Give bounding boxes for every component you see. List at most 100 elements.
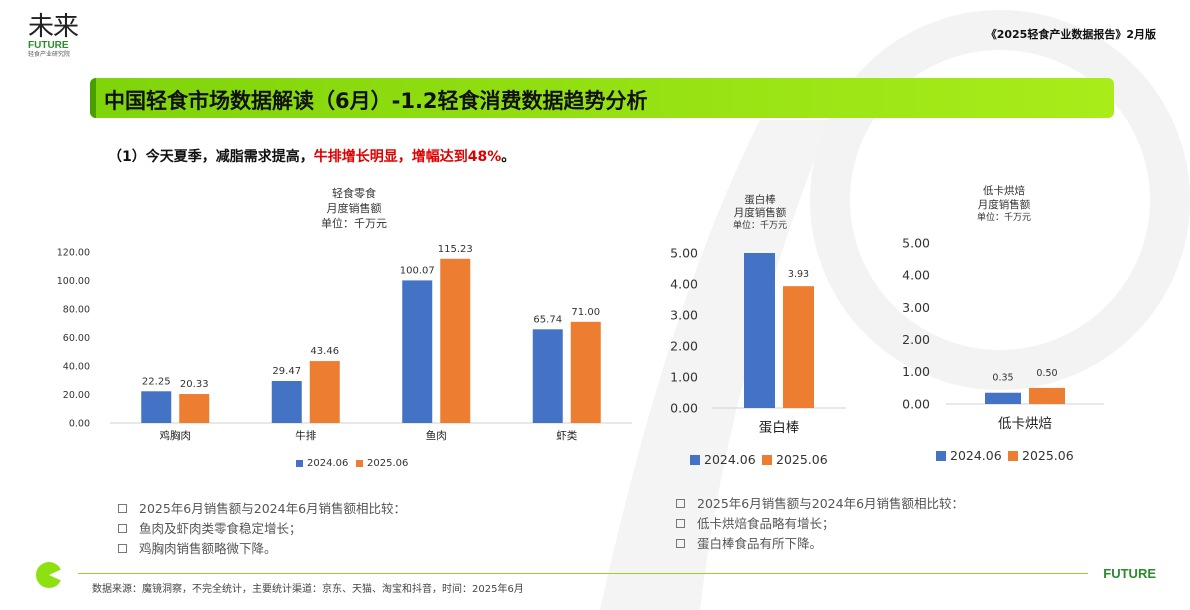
bar-2025.06	[1029, 387, 1065, 404]
bar-2024.06	[402, 280, 433, 423]
legend-label: 2024.06	[704, 452, 756, 467]
data-label: 3.93	[788, 269, 809, 280]
bar-2024.06	[532, 329, 563, 423]
bar-2024.06	[744, 253, 775, 408]
legend-swatch-2025.06	[762, 455, 772, 465]
chart-protein-bar: 0.00 1.00 2.00 3.00 4.00 5.00 3.93 蛋白棒 2024.06 20…	[670, 245, 846, 467]
y-tick-label: 5.00	[902, 235, 930, 250]
y-tick-label: 2.00	[902, 332, 930, 347]
legend-swatch-2025.06	[1008, 451, 1018, 461]
legend-label: 2024.06	[950, 448, 1002, 463]
note-right-1: 2025年6月销售额与2024年6月销售额相比较：	[676, 494, 964, 514]
bar-2024.06	[271, 381, 302, 423]
logo-sub: 轻食产业研究院	[28, 51, 71, 58]
x-category-label: 鱼肉	[426, 429, 447, 442]
logo-en: FUTURE	[28, 40, 69, 51]
title-bar-accent	[90, 78, 96, 118]
checkbox-icon	[118, 524, 127, 533]
bar-2024.06	[141, 391, 172, 423]
y-tick-label: 5.00	[670, 245, 698, 260]
note-left-1: 2025年6月销售额与2024年6月销售额相比较：	[118, 499, 406, 519]
data-label: 0.50	[1036, 368, 1057, 379]
x-category-label: 鸡胸肉	[160, 429, 192, 442]
logo-zh: 未来	[28, 12, 79, 42]
note-left-2: 鱼肉及虾肉类零食稳定增长；	[118, 519, 406, 539]
data-label: 71.00	[571, 307, 600, 318]
chart1-unit: 单位：千万元	[321, 217, 387, 230]
y-tick-label: 20.00	[63, 390, 90, 401]
chart3-title: 低卡烘焙	[983, 185, 1025, 197]
y-tick-label: 3.00	[670, 307, 698, 322]
notes-left: 2025年6月销售额与2024年6月销售额相比较： 鱼肉及虾肉类零食稳定增长； …	[118, 499, 406, 559]
chart2-subtitle: 月度销售额	[733, 207, 787, 219]
y-tick-label: 100.00	[57, 276, 90, 287]
checkbox-icon	[118, 504, 127, 513]
legend-swatch-2024.06	[690, 455, 700, 465]
chart1-title: 轻食零食	[332, 187, 376, 200]
subtitle-suffix: 。	[501, 149, 516, 165]
notes-right: 2025年6月销售额与2024年6月销售额相比较： 低卡烘焙食品略有增长； 蛋白…	[676, 494, 964, 554]
data-label: 100.07	[400, 265, 435, 276]
y-tick-label: 0.00	[69, 418, 90, 429]
bar-2025.06	[440, 258, 471, 423]
chart1-subtitle: 月度销售额	[326, 202, 382, 215]
x-category-label: 牛排	[295, 429, 316, 442]
data-label: 65.74	[533, 314, 562, 325]
x-category-label: 蛋白棒	[759, 420, 800, 436]
footer-divider	[78, 573, 1088, 574]
brand-logo: 未来 FUTURE 轻食产业研究院	[28, 14, 88, 64]
legend-label: 2025.06	[776, 452, 828, 467]
legend-swatch-2024.06	[296, 460, 303, 467]
chart-low-cal-bakery: 0.00 1.00 2.00 3.00 4.00 5.00 0.35 0.50 低卡烘焙 2024…	[902, 235, 1104, 463]
checkbox-icon	[676, 539, 685, 548]
y-tick-label: 2.00	[670, 338, 698, 353]
x-category-label: 低卡烘焙	[998, 416, 1052, 432]
legend-label: 2025.06	[367, 458, 408, 469]
y-tick-label: 3.00	[902, 300, 930, 315]
checkbox-icon	[676, 499, 685, 508]
report-tag: 《2025轻食产业数据报告》2月版	[985, 28, 1156, 41]
subtitle-prefix: （1）今天夏季，减脂需求提高，	[108, 149, 314, 165]
legend-label: 2024.06	[307, 458, 348, 469]
page-title: 中国轻食市场数据解读（6月）-1.2轻食消费数据趋势分析	[104, 89, 648, 113]
chart2-title: 蛋白棒	[744, 194, 776, 206]
data-label: 29.47	[272, 366, 301, 377]
footer-brand: FUTURE	[1103, 566, 1156, 581]
data-label: 20.33	[180, 379, 209, 390]
data-label: 43.46	[310, 346, 339, 357]
y-tick-label: 0.00	[902, 396, 930, 411]
bar-2025.06	[309, 361, 340, 423]
bar-2024.06	[985, 392, 1021, 404]
chart3-subtitle: 月度销售额	[977, 199, 1031, 211]
y-tick-label: 4.00	[902, 268, 930, 283]
subtitle-highlight: 牛排增长明显，增幅达到48%	[313, 149, 502, 165]
note-right-2: 低卡烘焙食品略有增长；	[676, 514, 964, 534]
y-tick-label: 1.00	[670, 369, 698, 384]
y-tick-label: 4.00	[670, 276, 698, 291]
corner-logo-icon	[36, 562, 64, 588]
footer-source: 数据来源：魔镜洞察，不完全统计，主要统计渠道：京东、天猫、淘宝和抖音，时间：20…	[92, 584, 524, 595]
chart3-unit: 单位：千万元	[976, 213, 1031, 223]
y-tick-label: 60.00	[63, 333, 90, 344]
y-tick-label: 40.00	[63, 361, 90, 372]
x-category-label: 虾类	[556, 429, 577, 442]
chart-light-snacks: 0.00 20.00 40.00 60.00 80.00 100.00 120.00 22.2…	[57, 244, 632, 469]
legend-swatch-2025.06	[356, 460, 363, 467]
data-label: 115.23	[438, 244, 473, 255]
bar-2025.06	[783, 286, 814, 408]
checkbox-icon	[676, 519, 685, 528]
y-tick-label: 80.00	[63, 304, 90, 315]
chart2-unit: 单位：千万元	[732, 221, 787, 231]
chart2-title-block: 蛋白棒 月度销售额 单位：千万元	[700, 194, 820, 232]
chart3-title-block: 低卡烘焙 月度销售额 单位：千万元	[944, 184, 1064, 224]
data-label: 22.25	[142, 376, 171, 387]
title-bar: 中国轻食市场数据解读（6月）-1.2轻食消费数据趋势分析	[90, 78, 1114, 118]
legend-label: 2025.06	[1022, 448, 1074, 463]
checkbox-icon	[118, 544, 127, 553]
note-right-3: 蛋白棒食品有所下降。	[676, 534, 964, 554]
y-tick-label: 0.00	[670, 400, 698, 415]
y-tick-label: 120.00	[57, 247, 90, 258]
y-tick-label: 1.00	[902, 364, 930, 379]
note-left-3: 鸡胸肉销售额略微下降。	[118, 539, 406, 559]
